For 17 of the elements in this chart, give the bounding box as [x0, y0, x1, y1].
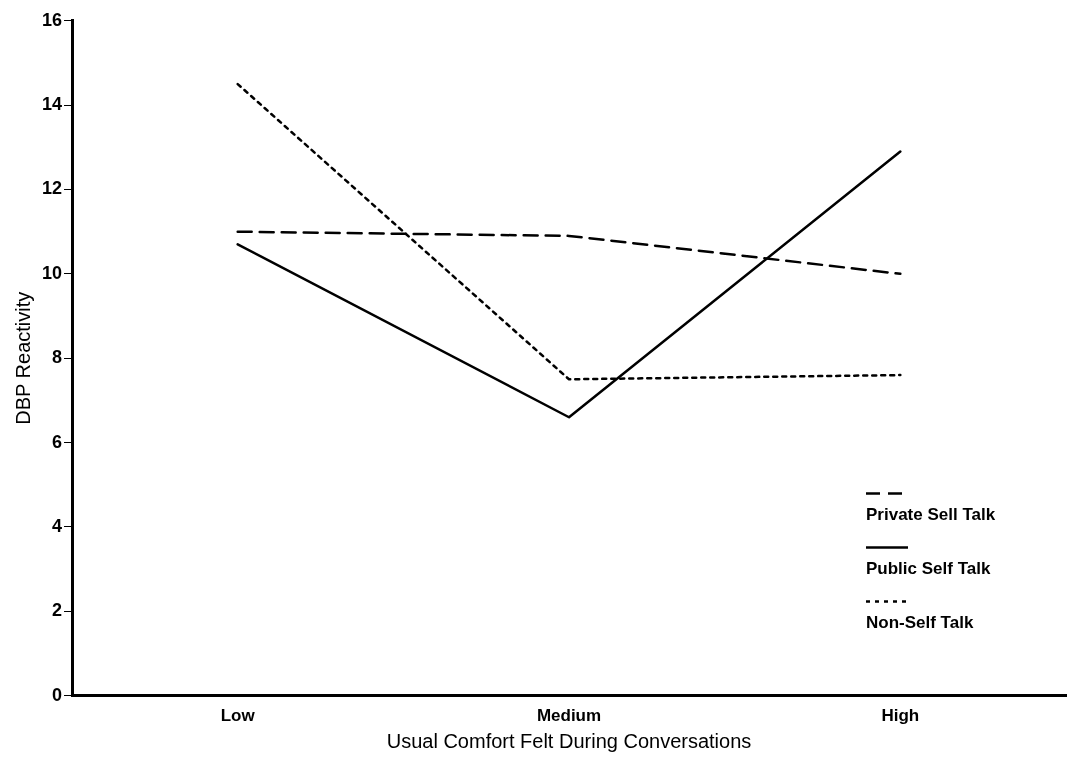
y-axis-title: DBP Reactivity: [11, 291, 34, 425]
y-tick-label: 4: [52, 515, 63, 536]
y-tick-label: 14: [41, 94, 63, 115]
y-tick-label: 16: [41, 9, 63, 30]
y-tick-label: 10: [41, 262, 63, 283]
legend-label: Public Self Talk: [866, 559, 991, 579]
legend-label: Non-Self Talk: [866, 613, 974, 633]
x-axis-title: Usual Comfort Felt During Conversations: [386, 729, 752, 752]
y-tick-label: 0: [52, 684, 63, 705]
legend-label: Private Sell Talk: [866, 505, 996, 525]
y-tick-label: 2: [52, 600, 63, 621]
x-tick-label: High: [881, 706, 920, 726]
x-tick-label: Medium: [536, 706, 602, 726]
y-tick-label: 8: [52, 347, 63, 368]
x-tick-label: Low: [220, 706, 256, 726]
y-tick-label: 6: [52, 431, 63, 452]
y-tick-label: 12: [41, 178, 63, 199]
